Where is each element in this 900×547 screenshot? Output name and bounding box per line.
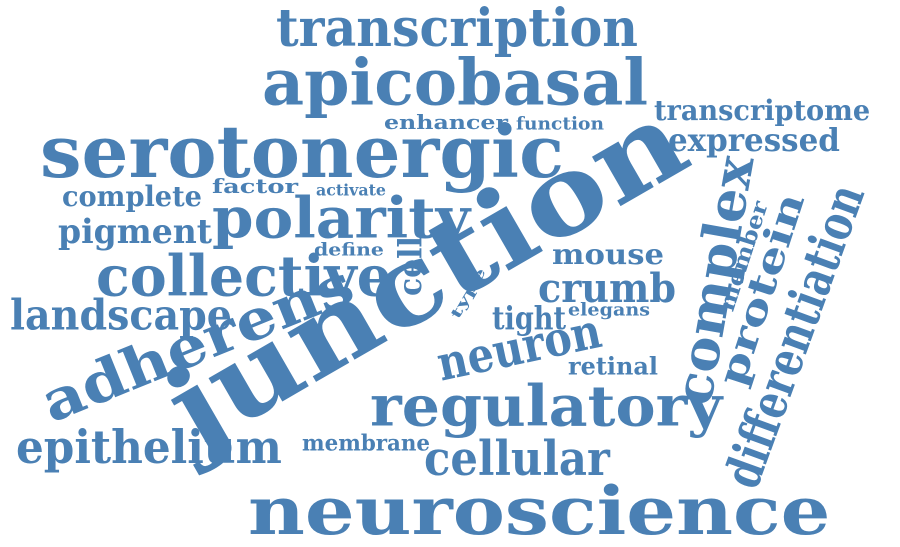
word-transcription: transcription	[276, 0, 638, 59]
word-polarity: polarity	[212, 184, 471, 252]
word-cellular: cellular	[424, 429, 610, 487]
word-serotonergic: serotonergic	[40, 109, 565, 195]
word-define: define	[314, 238, 384, 260]
word-complete: complete	[62, 179, 202, 213]
word-landscape: landscape	[10, 290, 232, 340]
word-membrane: membrane	[302, 430, 430, 456]
word-tight: tight	[492, 299, 566, 337]
word-function: function	[516, 112, 604, 134]
word-neuroscience: neuroscience	[248, 472, 831, 547]
word-factor: factor	[212, 174, 299, 198]
word-collective: collective	[96, 242, 392, 310]
word-mouse: mouse	[552, 237, 665, 271]
word-transcriptome: transcriptome	[654, 93, 871, 127]
word-activate: activate	[316, 180, 386, 200]
word-regulatory: regulatory	[370, 372, 723, 440]
word-expressed: expressed	[668, 121, 840, 159]
word-pigment: pigment	[58, 210, 213, 252]
word-crumb: crumb	[538, 264, 677, 312]
word-retinal: retinal	[568, 351, 658, 381]
word-apicobasal: apicobasal	[262, 44, 649, 120]
word-elegans: elegans	[568, 298, 650, 320]
word-enhancer: enhancer	[384, 110, 508, 134]
word-epithelium: epithelium	[16, 419, 282, 475]
